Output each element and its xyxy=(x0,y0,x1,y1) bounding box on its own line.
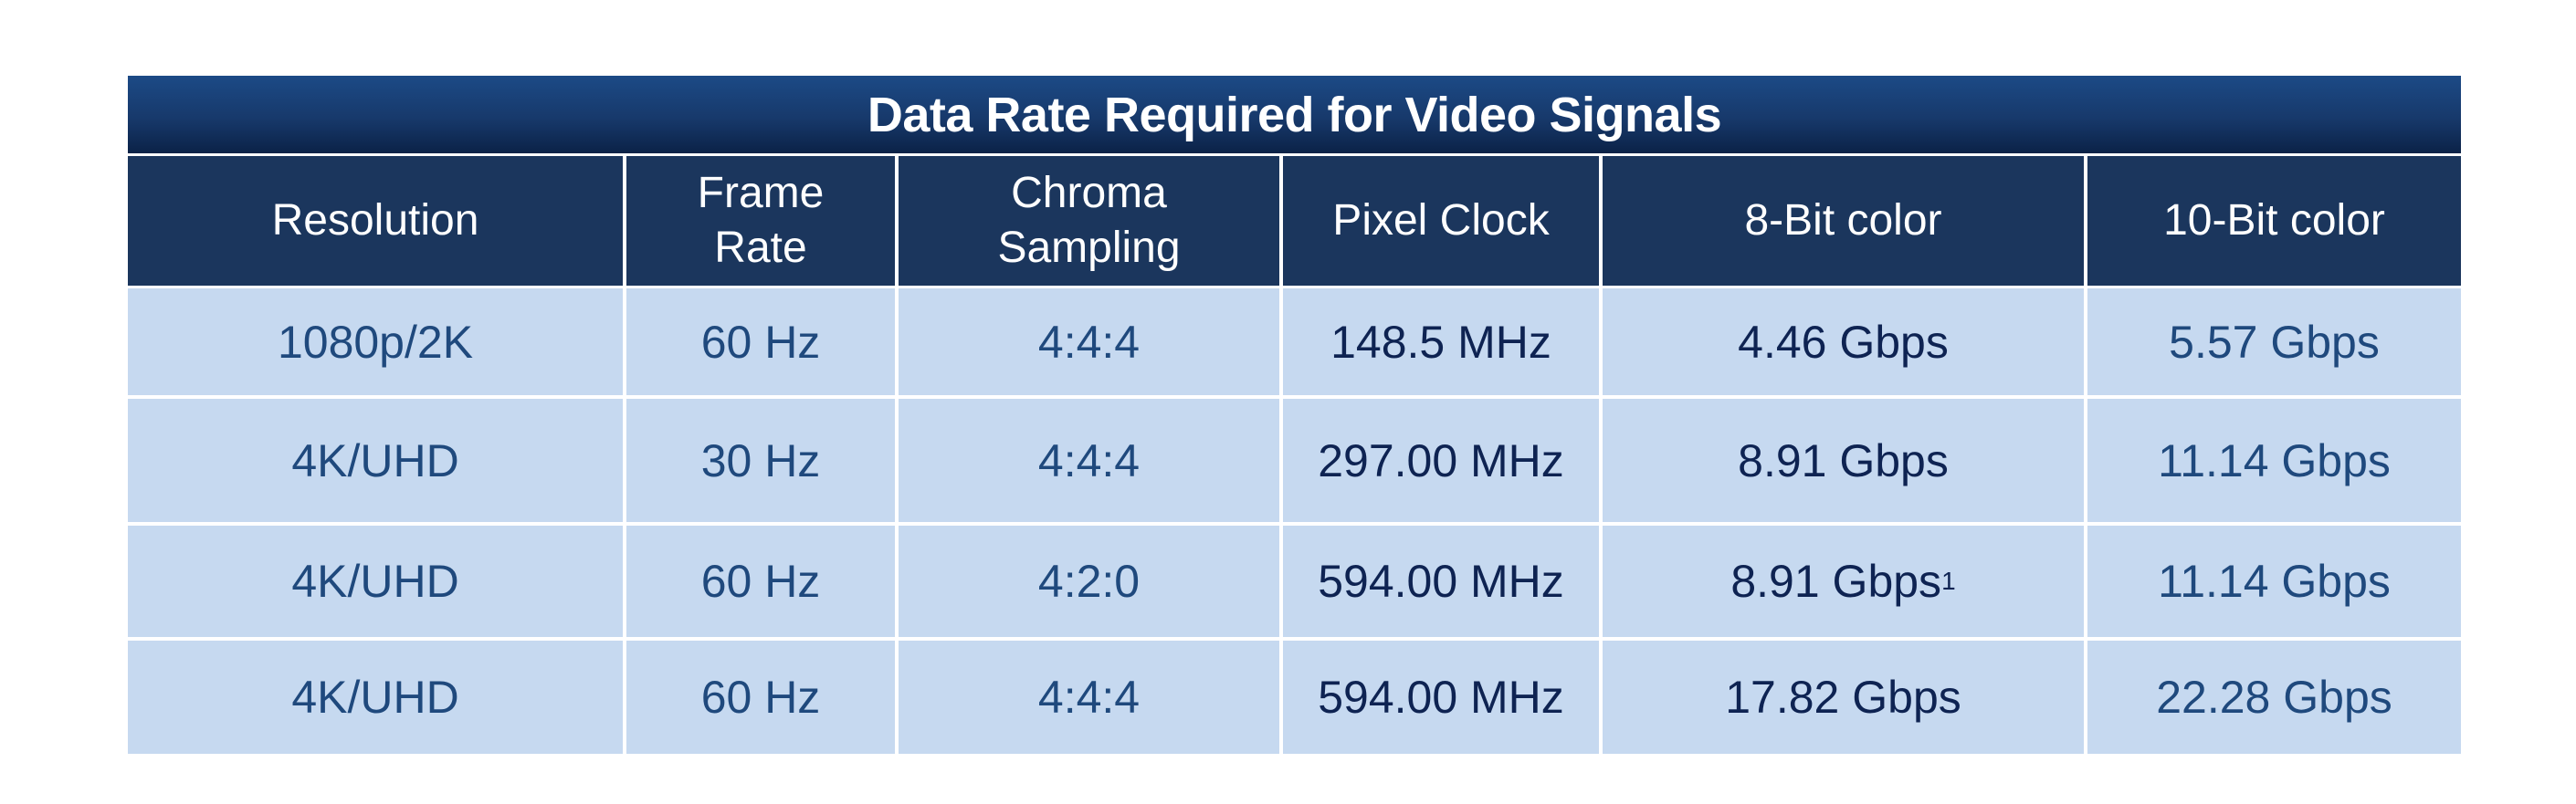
cell-frame-rate: 60 Hz xyxy=(626,641,895,754)
header-label: 10-Bit color xyxy=(2163,196,2385,245)
header-frame-rate: Frame Rate xyxy=(626,156,895,286)
cell-8-bit-color: 17.82 Gbps xyxy=(1603,641,2084,754)
cell-10-bit-color: 11.14 Gbps xyxy=(2087,399,2461,522)
header-resolution: Resolution xyxy=(128,156,623,286)
header-label: Sampling xyxy=(997,224,1181,272)
cell-frame-rate: 30 Hz xyxy=(626,399,895,522)
cell-pixel-clock: 148.5 MHz xyxy=(1283,288,1599,395)
cell-value: 4.46 Gbps xyxy=(1738,316,1949,368)
cell-10-bit-color: 11.14 Gbps xyxy=(2087,526,2461,637)
table-row: 4K/UHD 60 Hz 4:4:4 594.00 MHz 17.82 Gbps… xyxy=(128,641,2461,754)
cell-resolution: 1080p/2K xyxy=(128,288,623,395)
header-label: Pixel Clock xyxy=(1332,196,1550,245)
header-10-bit-color: 10-Bit color xyxy=(2087,156,2461,286)
cell-chroma-sampling: 4:2:0 xyxy=(899,526,1279,637)
table-row: 4K/UHD 30 Hz 4:4:4 297.00 MHz 8.91 Gbps … xyxy=(128,399,2461,522)
header-pixel-clock: Pixel Clock xyxy=(1283,156,1599,286)
header-row: Resolution Frame Rate Chroma Sampling Pi… xyxy=(128,156,2461,286)
cell-8-bit-color: 8.91 Gbps 1 xyxy=(1603,526,2084,637)
table-title: Data Rate Required for Video Signals xyxy=(128,76,2461,153)
cell-frame-rate: 60 Hz xyxy=(626,288,895,395)
header-label: Frame xyxy=(697,169,825,217)
cell-resolution: 4K/UHD xyxy=(128,641,623,754)
header-label: Rate xyxy=(714,224,807,272)
header-8-bit-color: 8-Bit color xyxy=(1603,156,2084,286)
cell-chroma-sampling: 4:4:4 xyxy=(899,641,1279,754)
cell-frame-rate: 60 Hz xyxy=(626,526,895,637)
table-row: 4K/UHD 60 Hz 4:2:0 594.00 MHz 8.91 Gbps 1… xyxy=(128,526,2461,637)
header-chroma-sampling: Chroma Sampling xyxy=(899,156,1279,286)
cell-pixel-clock: 297.00 MHz xyxy=(1283,399,1599,522)
cell-pixel-clock: 594.00 MHz xyxy=(1283,526,1599,637)
header-label: Chroma xyxy=(1011,169,1167,217)
cell-8-bit-color: 8.91 Gbps xyxy=(1603,399,2084,522)
cell-resolution: 4K/UHD xyxy=(128,399,623,522)
data-rate-table: Data Rate Required for Video Signals Res… xyxy=(128,76,2461,754)
cell-8-bit-color: 4.46 Gbps xyxy=(1603,288,2084,395)
cell-resolution: 4K/UHD xyxy=(128,526,623,637)
cell-pixel-clock: 594.00 MHz xyxy=(1283,641,1599,754)
cell-10-bit-color: 5.57 Gbps xyxy=(2087,288,2461,395)
table-row: 1080p/2K 60 Hz 4:4:4 148.5 MHz 4.46 Gbps… xyxy=(128,288,2461,395)
cell-value: 8.91 Gbps xyxy=(1730,556,1942,607)
cell-value: 17.82 Gbps xyxy=(1725,672,1961,723)
header-label: Resolution xyxy=(271,196,479,245)
cell-chroma-sampling: 4:4:4 xyxy=(899,288,1279,395)
header-label: 8-Bit color xyxy=(1744,196,1942,245)
cell-chroma-sampling: 4:4:4 xyxy=(899,399,1279,522)
cell-10-bit-color: 22.28 Gbps xyxy=(2087,641,2461,754)
cell-value: 8.91 Gbps xyxy=(1738,434,1949,486)
